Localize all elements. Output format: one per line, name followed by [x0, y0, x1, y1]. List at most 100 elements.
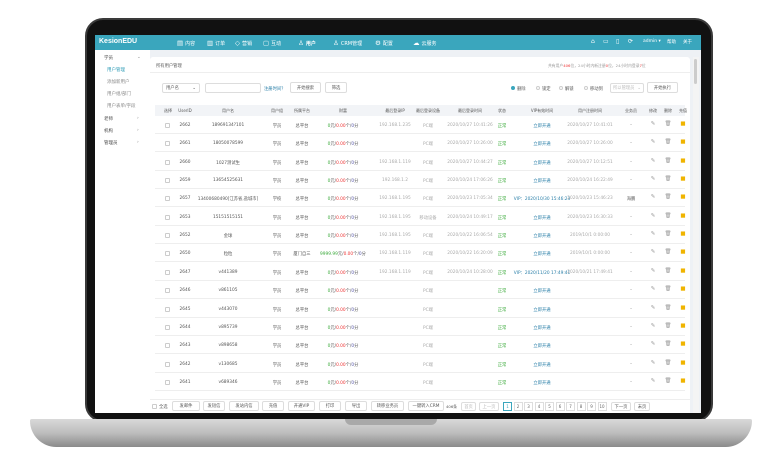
row-checkbox[interactable] [165, 306, 170, 312]
trash-icon[interactable]: 🗑 [664, 341, 672, 348]
nav-tab-0[interactable]: ▤ 内容 [177, 39, 195, 47]
footer-action-7[interactable]: 转移业务员 [371, 401, 404, 411]
reg-time-link[interactable]: 注册时间？ [264, 87, 286, 92]
footer-action-1[interactable]: 发短信 [203, 401, 225, 411]
edit-icon[interactable]: ✎ [650, 121, 656, 127]
select-all-checkbox[interactable] [152, 404, 157, 409]
row-checkbox[interactable] [165, 159, 170, 165]
radio-2[interactable] [559, 86, 563, 90]
recharge-icon[interactable]: ■ [680, 377, 686, 384]
row-checkbox[interactable] [165, 196, 170, 202]
sidebar-item-user-forms[interactable]: 用户表单/字段 [107, 104, 136, 109]
trash-icon[interactable]: 🗑 [664, 267, 672, 274]
filter-button[interactable]: 筛选 [325, 82, 347, 93]
vip-link[interactable]: 立即开通 [533, 160, 551, 166]
edit-icon[interactable]: ✎ [650, 377, 656, 384]
footer-action-0[interactable]: 发邮件 [172, 401, 200, 411]
vip-link[interactable]: 立即开通 [533, 234, 551, 240]
vip-link[interactable]: 立即开通 [533, 362, 551, 368]
next-page-button[interactable]: 下一页 [611, 402, 631, 411]
edit-icon[interactable]: ✎ [650, 157, 656, 164]
edit-icon[interactable]: ✎ [650, 304, 656, 311]
trash-icon[interactable]: 🗑 [664, 377, 672, 384]
nav-tab-1[interactable]: ▥ 订单 [207, 39, 225, 47]
trash-icon[interactable]: 🗑 [664, 176, 672, 183]
about-link[interactable]: 关于 [683, 40, 692, 45]
monitor-icon[interactable]: ▭ [603, 38, 609, 45]
radio-3[interactable] [584, 86, 588, 90]
footer-action-6[interactable]: 导出 [345, 401, 367, 411]
sidebar-group-institutions[interactable]: 机构 [104, 129, 113, 134]
search-field-select[interactable]: 用户名 ⌄ [162, 83, 200, 93]
nav-tab-3[interactable]: ▢ 互动 [263, 39, 281, 47]
trash-icon[interactable]: 🗑 [664, 157, 672, 164]
page-9[interactable]: 9 [587, 402, 596, 411]
vip-link[interactable]: 立即开通 [533, 124, 551, 129]
footer-action-8[interactable]: 一键转入CRM [408, 401, 444, 411]
recharge-icon[interactable]: ■ [680, 139, 686, 146]
row-checkbox[interactable] [165, 178, 170, 184]
edit-icon[interactable]: ✎ [650, 286, 656, 293]
edit-icon[interactable]: ✎ [650, 322, 656, 329]
scrollbar[interactable] [693, 57, 699, 413]
footer-action-4[interactable]: 开通VIP [288, 401, 315, 411]
first-page-button[interactable]: 首页 [461, 402, 476, 411]
radio-0[interactable] [511, 86, 515, 90]
nav-tab-5[interactable]: ♙ CRM管理 [333, 39, 362, 47]
sidebar-item-user-manage[interactable]: 用户管理 [107, 68, 125, 73]
refresh-icon[interactable]: ⟳ [628, 38, 634, 45]
search-input[interactable] [205, 83, 261, 93]
vip-link[interactable]: 立即开通 [533, 215, 551, 221]
edit-icon[interactable]: ✎ [650, 212, 656, 219]
trash-icon[interactable]: 🗑 [664, 139, 672, 146]
vip-link[interactable]: 立即开通 [533, 179, 551, 185]
edit-icon[interactable]: ✎ [650, 194, 656, 201]
recharge-icon[interactable]: ■ [680, 121, 686, 127]
target-admin-select[interactable]: 所以管理员 ⌄ [610, 83, 644, 93]
vip-link[interactable]: 立即开通 [533, 142, 551, 148]
trash-icon[interactable]: 🗑 [664, 249, 672, 256]
radio-1[interactable] [536, 86, 540, 90]
nav-tab-7[interactable]: ☁ 云服务 [413, 39, 437, 47]
row-checkbox[interactable] [165, 251, 170, 257]
row-checkbox[interactable] [165, 343, 170, 349]
trash-icon[interactable]: 🗑 [664, 121, 672, 127]
search-button[interactable]: 开始搜索 [290, 82, 321, 93]
sidebar-group-students[interactable]: 学员 [104, 56, 113, 61]
row-checkbox[interactable] [165, 361, 170, 367]
last-page-button[interactable]: 末页 [634, 402, 650, 411]
vip-link[interactable]: VIP：2020/11/20 17:49:41 [513, 270, 571, 276]
edit-icon[interactable]: ✎ [650, 341, 656, 348]
trash-icon[interactable]: 🗑 [664, 286, 672, 293]
page-8[interactable]: 8 [576, 402, 586, 411]
page-1[interactable]: 1 [503, 402, 512, 411]
trash-icon[interactable]: 🗑 [664, 194, 672, 201]
row-checkbox[interactable] [165, 324, 170, 330]
recharge-icon[interactable]: ■ [680, 249, 686, 256]
row-checkbox[interactable] [165, 233, 170, 239]
page-6[interactable]: 6 [555, 402, 565, 411]
page-2[interactable]: 2 [513, 402, 523, 411]
page-3[interactable]: 3 [524, 402, 533, 411]
sidebar-group-teachers[interactable]: 老师 [104, 117, 113, 122]
recharge-icon[interactable]: ■ [680, 304, 686, 311]
recharge-icon[interactable]: ■ [680, 176, 686, 183]
vip-link[interactable]: VIP：2020/10/30 15:46:23 [513, 197, 571, 203]
vip-link[interactable]: 立即开通 [533, 307, 551, 313]
page-4[interactable]: 4 [534, 402, 544, 411]
sidebar-group-admins[interactable]: 管理员 [104, 141, 118, 146]
footer-action-3[interactable]: 充值 [262, 401, 284, 411]
recharge-icon[interactable]: ■ [680, 194, 686, 201]
nav-tab-6[interactable]: ⚙ 配置 [375, 39, 393, 47]
edit-icon[interactable]: ✎ [650, 139, 656, 146]
vip-link[interactable]: 立即开通 [533, 325, 551, 331]
recharge-icon[interactable]: ■ [680, 212, 686, 219]
recharge-icon[interactable]: ■ [680, 341, 686, 348]
recharge-icon[interactable]: ■ [680, 157, 686, 164]
footer-action-2[interactable]: 发站内信 [229, 401, 259, 411]
edit-icon[interactable]: ✎ [650, 249, 656, 256]
vip-link[interactable]: 立即开通 [533, 380, 551, 386]
vip-link[interactable]: 立即开通 [533, 252, 551, 258]
nav-tab-4[interactable]: ♙ 用户 [298, 39, 316, 47]
help-link[interactable]: 帮助 [667, 40, 676, 45]
